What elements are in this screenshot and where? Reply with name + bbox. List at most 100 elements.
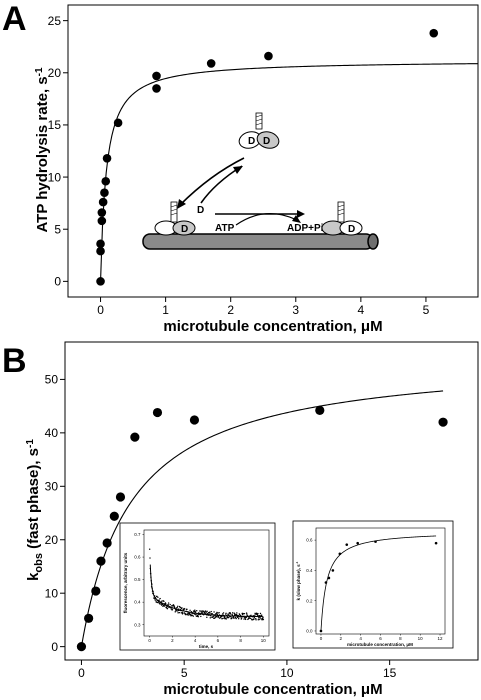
panel-a-data-point bbox=[206, 59, 216, 68]
panel-b-fit-curve bbox=[80, 390, 444, 647]
panel-b-data-point bbox=[130, 432, 140, 442]
inset2-y-tick-label: 0.0 bbox=[306, 629, 313, 634]
panel-a-data-point bbox=[96, 246, 105, 256]
panel-b-data-point bbox=[152, 407, 163, 418]
inset1-y-tick-label: 0.5 bbox=[134, 577, 141, 582]
inset1-trace-point bbox=[174, 611, 176, 613]
panel-b-y-tick-label: 50 bbox=[45, 373, 59, 387]
inset1-trace-point bbox=[240, 617, 243, 620]
free-head-label-1: D bbox=[248, 136, 255, 147]
inset1-trace-point bbox=[262, 617, 264, 619]
panel-b-x-ticks: 0 5 10 15 bbox=[78, 660, 397, 680]
inset2-data-point bbox=[434, 541, 438, 545]
inset1-trace-point bbox=[246, 613, 248, 615]
inset1-trace-point bbox=[229, 613, 232, 615]
inset1-trace-point bbox=[222, 612, 225, 614]
inset1-trace-point bbox=[177, 612, 179, 614]
inset1-trace-point bbox=[191, 614, 193, 617]
inset1-trace-point bbox=[241, 613, 244, 616]
inset1-trace-point bbox=[205, 611, 207, 613]
panel-a-y-tick-label: 0 bbox=[54, 275, 61, 289]
inset1-trace-point bbox=[206, 616, 208, 619]
panel-a-x-tick-label: 0 bbox=[97, 303, 104, 317]
inset1-trace-point bbox=[169, 603, 171, 606]
inset1-trace-point bbox=[184, 608, 186, 610]
inset1-trace-point bbox=[231, 612, 234, 614]
inset1-trace-point bbox=[243, 618, 245, 620]
inset1-trace-point bbox=[227, 613, 229, 615]
inset1-x-tick-label: 0 bbox=[148, 638, 151, 643]
inset1-trace-point bbox=[199, 610, 201, 612]
panel-b-y-tick-label: 30 bbox=[45, 480, 59, 494]
inset1-trace-point bbox=[179, 606, 182, 609]
panel-a-y-tick-label: 5 bbox=[54, 222, 61, 236]
inset1-trace-point bbox=[194, 609, 196, 611]
release-arrow bbox=[179, 157, 245, 206]
inset2-x-axis-title: microtubule concentration, μM bbox=[347, 642, 413, 647]
inset1-y-tick-label: 0.3 bbox=[134, 622, 141, 627]
inset1-trace-point bbox=[232, 616, 235, 618]
panel-b-data-point bbox=[96, 556, 106, 566]
inset2-y-tick-label: 0.2 bbox=[306, 598, 313, 603]
inset1-trace-point bbox=[261, 614, 263, 616]
inset1-x-tick-label: 2 bbox=[171, 638, 174, 643]
inset2-data-point bbox=[327, 576, 331, 580]
inset1-trace-point bbox=[255, 618, 257, 620]
inset1-trace-point bbox=[218, 612, 220, 614]
panel-b-y-tick-label: 0 bbox=[51, 640, 58, 654]
panel-b-x-tick-label: 10 bbox=[280, 666, 294, 680]
inset2-y-tick-label: 0.6 bbox=[306, 538, 313, 543]
panel-a-y-ticks: 0 5 10 15 20 25 bbox=[48, 14, 68, 289]
free-head-label-2: D bbox=[263, 136, 270, 147]
inset2-y-tick-label: 0.4 bbox=[306, 568, 313, 573]
inset1-trace-point bbox=[161, 600, 163, 602]
inset1-trace-point bbox=[221, 617, 223, 620]
panel-b-data-point bbox=[102, 538, 112, 548]
released-d-label: D bbox=[197, 205, 204, 216]
inset1-trace-point bbox=[244, 618, 247, 621]
inset2-data-point bbox=[356, 541, 359, 545]
inset2-data-point bbox=[374, 540, 377, 543]
panel-a-data-point bbox=[264, 51, 273, 61]
inset1-trace-point bbox=[217, 612, 219, 614]
panel-b-x-tick-label: 5 bbox=[181, 666, 188, 680]
panel-b-y-tick-label: 40 bbox=[45, 426, 59, 440]
free-stalk-shape bbox=[255, 112, 263, 130]
inset1-trace-point bbox=[176, 606, 178, 609]
inset1-x-tick-label: 10 bbox=[261, 638, 267, 643]
panel-b-data-point bbox=[315, 405, 325, 416]
panel-a-points bbox=[96, 28, 439, 286]
inset1-trace-point bbox=[149, 557, 151, 559]
inset1-trace-point bbox=[258, 618, 260, 621]
inset1-trace-point bbox=[156, 595, 158, 598]
inset1-trace-point bbox=[154, 599, 156, 601]
inset1-trace-point bbox=[210, 610, 212, 613]
inset1-trace-point bbox=[243, 612, 246, 615]
inset1-y-tick-label: 0.7 bbox=[134, 532, 141, 537]
inset1-trace-point bbox=[195, 613, 197, 615]
inset1-trace-point bbox=[250, 614, 252, 617]
inset1-x-tick-label: 4 bbox=[194, 638, 197, 643]
inset1-trace-point bbox=[212, 615, 215, 617]
inset2-x-tick-label: 0 bbox=[320, 636, 323, 641]
panel-a-x-tick-label: 4 bbox=[358, 303, 365, 317]
panel-a-y-axis-title: ATP hydrolysis rate, s-1 bbox=[34, 67, 51, 233]
panel-a-x-ticks: 0 1 2 3 4 5 bbox=[97, 297, 430, 317]
inset1-trace-point bbox=[186, 608, 188, 611]
inset1-trace-point bbox=[185, 614, 187, 616]
inset2-x-tick-label: 8 bbox=[399, 636, 402, 641]
panel-b-y-ticks: 0 10 20 30 40 50 bbox=[45, 373, 65, 654]
panel-b-data-point bbox=[109, 511, 119, 521]
panel-b-data-point bbox=[189, 415, 200, 425]
inset1-trace-point bbox=[148, 548, 151, 550]
inset1-trace-point bbox=[157, 596, 159, 599]
inset1-y-tick-label: 0.4 bbox=[134, 600, 141, 605]
inset1-trace-point bbox=[177, 605, 179, 608]
inset1-trace-point bbox=[253, 618, 255, 620]
inset1-trace-point bbox=[175, 610, 177, 612]
inset1-trace-point bbox=[157, 602, 159, 604]
inset1-trace-point bbox=[249, 617, 252, 620]
inset1-trace-point bbox=[189, 609, 191, 612]
panel-a-data-point bbox=[102, 154, 112, 163]
